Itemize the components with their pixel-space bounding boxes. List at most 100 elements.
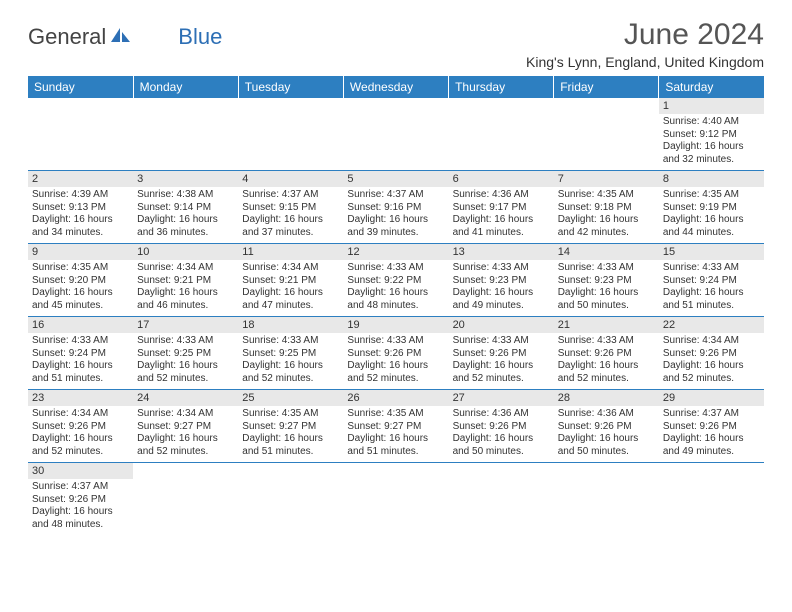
day-number: 28 bbox=[554, 390, 659, 406]
day-body: Sunrise: 4:35 AMSunset: 9:19 PMDaylight:… bbox=[659, 187, 764, 243]
sunrise-line: Sunrise: 4:35 AM bbox=[242, 408, 339, 421]
calendar-cell: 23Sunrise: 4:34 AMSunset: 9:26 PMDayligh… bbox=[28, 390, 133, 463]
daylight-line: Daylight: 16 hours and 42 minutes. bbox=[558, 214, 655, 239]
sunrise-line: Sunrise: 4:38 AM bbox=[137, 189, 234, 202]
day-body: Sunrise: 4:36 AMSunset: 9:26 PMDaylight:… bbox=[554, 406, 659, 462]
calendar-cell: 11Sunrise: 4:34 AMSunset: 9:21 PMDayligh… bbox=[238, 244, 343, 317]
day-body: Sunrise: 4:35 AMSunset: 9:20 PMDaylight:… bbox=[28, 260, 133, 316]
day-number: 27 bbox=[449, 390, 554, 406]
calendar-cell: 19Sunrise: 4:33 AMSunset: 9:26 PMDayligh… bbox=[343, 317, 448, 390]
sunrise-line: Sunrise: 4:33 AM bbox=[347, 262, 444, 275]
daylight-line: Daylight: 16 hours and 50 minutes. bbox=[558, 287, 655, 312]
sunrise-line: Sunrise: 4:35 AM bbox=[32, 262, 129, 275]
daylight-line: Daylight: 16 hours and 52 minutes. bbox=[242, 360, 339, 385]
sunset-line: Sunset: 9:23 PM bbox=[558, 275, 655, 288]
sunset-line: Sunset: 9:19 PM bbox=[663, 202, 760, 215]
sunset-line: Sunset: 9:14 PM bbox=[137, 202, 234, 215]
calendar-cell: 14Sunrise: 4:33 AMSunset: 9:23 PMDayligh… bbox=[554, 244, 659, 317]
day-number: 25 bbox=[238, 390, 343, 406]
day-number: 14 bbox=[554, 244, 659, 260]
sunrise-line: Sunrise: 4:37 AM bbox=[32, 481, 129, 494]
weekday-header: Wednesday bbox=[343, 76, 448, 98]
daylight-line: Daylight: 16 hours and 52 minutes. bbox=[137, 433, 234, 458]
sunset-line: Sunset: 9:26 PM bbox=[453, 421, 550, 434]
sunset-line: Sunset: 9:27 PM bbox=[347, 421, 444, 434]
day-number: 22 bbox=[659, 317, 764, 333]
day-body: Sunrise: 4:33 AMSunset: 9:26 PMDaylight:… bbox=[449, 333, 554, 389]
day-body: Sunrise: 4:33 AMSunset: 9:26 PMDaylight:… bbox=[554, 333, 659, 389]
calendar-cell: 17Sunrise: 4:33 AMSunset: 9:25 PMDayligh… bbox=[133, 317, 238, 390]
daylight-line: Daylight: 16 hours and 52 minutes. bbox=[347, 360, 444, 385]
sunrise-line: Sunrise: 4:33 AM bbox=[663, 262, 760, 275]
logo-text-1: General bbox=[28, 24, 106, 50]
daylight-line: Daylight: 16 hours and 50 minutes. bbox=[558, 433, 655, 458]
sunset-line: Sunset: 9:22 PM bbox=[347, 275, 444, 288]
day-number: 11 bbox=[238, 244, 343, 260]
day-body: Sunrise: 4:33 AMSunset: 9:23 PMDaylight:… bbox=[554, 260, 659, 316]
day-number: 23 bbox=[28, 390, 133, 406]
daylight-line: Daylight: 16 hours and 52 minutes. bbox=[453, 360, 550, 385]
page-subtitle: King's Lynn, England, United Kingdom bbox=[526, 54, 764, 70]
day-number: 1 bbox=[659, 98, 764, 114]
sunrise-line: Sunrise: 4:33 AM bbox=[137, 335, 234, 348]
daylight-line: Daylight: 16 hours and 32 minutes. bbox=[663, 141, 760, 166]
weekday-header: Monday bbox=[133, 76, 238, 98]
day-number: 2 bbox=[28, 171, 133, 187]
sunset-line: Sunset: 9:26 PM bbox=[32, 494, 129, 507]
day-number: 19 bbox=[343, 317, 448, 333]
calendar-cell-empty bbox=[343, 463, 448, 536]
sunrise-line: Sunrise: 4:35 AM bbox=[347, 408, 444, 421]
daylight-line: Daylight: 16 hours and 52 minutes. bbox=[663, 360, 760, 385]
sunrise-line: Sunrise: 4:33 AM bbox=[242, 335, 339, 348]
daylight-line: Daylight: 16 hours and 51 minutes. bbox=[663, 287, 760, 312]
daylight-line: Daylight: 16 hours and 36 minutes. bbox=[137, 214, 234, 239]
sunrise-line: Sunrise: 4:33 AM bbox=[32, 335, 129, 348]
calendar-row: 1Sunrise: 4:40 AMSunset: 9:12 PMDaylight… bbox=[28, 98, 764, 171]
calendar-cell-empty bbox=[449, 463, 554, 536]
calendar-cell: 21Sunrise: 4:33 AMSunset: 9:26 PMDayligh… bbox=[554, 317, 659, 390]
sunrise-line: Sunrise: 4:37 AM bbox=[663, 408, 760, 421]
calendar-cell: 28Sunrise: 4:36 AMSunset: 9:26 PMDayligh… bbox=[554, 390, 659, 463]
weekday-header: Saturday bbox=[659, 76, 764, 98]
sunset-line: Sunset: 9:23 PM bbox=[453, 275, 550, 288]
sunrise-line: Sunrise: 4:34 AM bbox=[137, 408, 234, 421]
sunrise-line: Sunrise: 4:33 AM bbox=[558, 262, 655, 275]
sunset-line: Sunset: 9:26 PM bbox=[347, 348, 444, 361]
calendar-cell: 8Sunrise: 4:35 AMSunset: 9:19 PMDaylight… bbox=[659, 171, 764, 244]
sunset-line: Sunset: 9:24 PM bbox=[32, 348, 129, 361]
day-number: 6 bbox=[449, 171, 554, 187]
calendar-cell: 24Sunrise: 4:34 AMSunset: 9:27 PMDayligh… bbox=[133, 390, 238, 463]
day-number: 24 bbox=[133, 390, 238, 406]
calendar-cell: 26Sunrise: 4:35 AMSunset: 9:27 PMDayligh… bbox=[343, 390, 448, 463]
calendar-cell-empty bbox=[554, 463, 659, 536]
day-number: 17 bbox=[133, 317, 238, 333]
sunrise-line: Sunrise: 4:37 AM bbox=[242, 189, 339, 202]
daylight-line: Daylight: 16 hours and 34 minutes. bbox=[32, 214, 129, 239]
calendar-cell: 10Sunrise: 4:34 AMSunset: 9:21 PMDayligh… bbox=[133, 244, 238, 317]
daylight-line: Daylight: 16 hours and 52 minutes. bbox=[558, 360, 655, 385]
calendar-cell: 22Sunrise: 4:34 AMSunset: 9:26 PMDayligh… bbox=[659, 317, 764, 390]
logo-text-2: Blue bbox=[178, 24, 222, 50]
daylight-line: Daylight: 16 hours and 51 minutes. bbox=[347, 433, 444, 458]
day-body: Sunrise: 4:38 AMSunset: 9:14 PMDaylight:… bbox=[133, 187, 238, 243]
day-body: Sunrise: 4:34 AMSunset: 9:27 PMDaylight:… bbox=[133, 406, 238, 462]
daylight-line: Daylight: 16 hours and 49 minutes. bbox=[663, 433, 760, 458]
day-number: 9 bbox=[28, 244, 133, 260]
daylight-line: Daylight: 16 hours and 46 minutes. bbox=[137, 287, 234, 312]
day-number: 3 bbox=[133, 171, 238, 187]
calendar-cell-empty bbox=[238, 98, 343, 171]
calendar-cell: 20Sunrise: 4:33 AMSunset: 9:26 PMDayligh… bbox=[449, 317, 554, 390]
sunrise-line: Sunrise: 4:35 AM bbox=[558, 189, 655, 202]
day-number: 13 bbox=[449, 244, 554, 260]
sunrise-line: Sunrise: 4:36 AM bbox=[558, 408, 655, 421]
calendar-cell: 6Sunrise: 4:36 AMSunset: 9:17 PMDaylight… bbox=[449, 171, 554, 244]
sunrise-line: Sunrise: 4:36 AM bbox=[453, 189, 550, 202]
day-number: 16 bbox=[28, 317, 133, 333]
sunrise-line: Sunrise: 4:34 AM bbox=[137, 262, 234, 275]
calendar-row: 2Sunrise: 4:39 AMSunset: 9:13 PMDaylight… bbox=[28, 171, 764, 244]
day-body: Sunrise: 4:35 AMSunset: 9:27 PMDaylight:… bbox=[238, 406, 343, 462]
calendar-cell: 7Sunrise: 4:35 AMSunset: 9:18 PMDaylight… bbox=[554, 171, 659, 244]
day-number: 20 bbox=[449, 317, 554, 333]
calendar-cell: 2Sunrise: 4:39 AMSunset: 9:13 PMDaylight… bbox=[28, 171, 133, 244]
daylight-line: Daylight: 16 hours and 48 minutes. bbox=[32, 506, 129, 531]
